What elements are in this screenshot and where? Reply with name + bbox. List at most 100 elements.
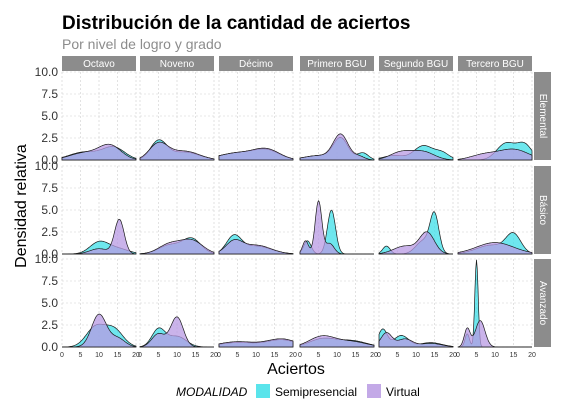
- panel-avanzado-primero-bgu: [299, 258, 375, 348]
- column-strip-label-decimo: Décimo: [239, 59, 273, 70]
- column-strip-tercero-bgu: [458, 56, 532, 71]
- density-area-virtual: [299, 199, 374, 255]
- panel-avanzado-decimo: [218, 258, 294, 348]
- y-tick-label: 5.0: [41, 296, 58, 310]
- column-strip-label-noveno: Noveno: [160, 59, 195, 70]
- x-tick-label: 0: [60, 352, 64, 359]
- y-axis-title: Densidad relativa: [13, 144, 30, 268]
- chart-subtitle: Por nivel de logro y grado: [62, 36, 222, 52]
- density-area-virtual: [218, 338, 294, 348]
- panel-avanzado-segundo-bgu: [378, 258, 454, 348]
- y-tick-label: 7.5: [41, 181, 58, 195]
- y-tick-label: 10.0: [35, 252, 59, 266]
- panel-elemental-octavo: [61, 71, 137, 161]
- density-area-virtual: [218, 239, 294, 255]
- y-tick-label: 10.0: [35, 159, 59, 173]
- y-tick-label: 5.0: [41, 203, 58, 217]
- column-strip-decimo: [219, 56, 293, 71]
- x-tick-label: 10: [491, 352, 499, 359]
- density-area-virtual: [62, 218, 137, 255]
- x-tick-label: 0: [456, 352, 460, 359]
- y-tick-label: 5.0: [41, 109, 58, 123]
- y-tick-label: 2.5: [41, 131, 58, 145]
- panel-basico-primero-bgu: [299, 165, 375, 255]
- x-tick-label: 5: [475, 352, 479, 359]
- y-tick-label: 7.5: [41, 87, 58, 101]
- density-area-virtual: [62, 313, 137, 348]
- x-tick-label: 10: [412, 352, 420, 359]
- x-tick-label: 15: [352, 352, 360, 359]
- row-strip-avanzado: [534, 259, 551, 347]
- panel-elemental-primero-bgu: [299, 71, 375, 161]
- panel-elemental-tercero-bgu: [457, 71, 533, 161]
- x-tick-label: 10: [173, 352, 181, 359]
- panel-avanzado-tercero-bgu: [457, 258, 533, 348]
- density-area-virtual: [299, 133, 375, 161]
- x-tick-label: 20: [289, 352, 297, 359]
- panel-avanzado-noveno: [139, 258, 215, 348]
- column-strip-label-tercero-bgu: Tercero BGU: [466, 59, 524, 70]
- column-strip-primero-bgu: [300, 56, 374, 71]
- panel-avanzado-octavo: [61, 258, 137, 348]
- x-tick-label: 20: [370, 352, 378, 359]
- row-strip-label-avanzado: Avanzado: [537, 281, 548, 326]
- column-strip-label-segundo-bgu: Segundo BGU: [384, 59, 449, 70]
- x-tick-label: 0: [138, 352, 142, 359]
- x-tick-label: 5: [396, 352, 400, 359]
- panel-elemental-decimo: [218, 71, 294, 161]
- density-area-virtual: [218, 147, 294, 161]
- panel-basico-tercero-bgu: [457, 165, 533, 255]
- x-tick-label: 5: [317, 352, 321, 359]
- density-area-virtual: [457, 320, 532, 348]
- x-tick-label: 5: [236, 352, 240, 359]
- x-tick-label: 0: [377, 352, 381, 359]
- panel-grid: Octavo Noveno Décimo Primero BGU Segundo BGU…: [35, 56, 551, 359]
- panel-basico-segundo-bgu: [378, 165, 454, 255]
- y-tick-label: 2.5: [41, 318, 58, 332]
- legend-label-semipresencial: Semipresencial: [275, 385, 357, 399]
- density-area-virtual: [139, 141, 215, 161]
- row-strip-elemental: [534, 72, 551, 160]
- x-tick-label: 5: [79, 352, 83, 359]
- x-tick-label: 20: [449, 352, 457, 359]
- chart-title: Distribución de la cantidad de aciertos: [62, 13, 410, 34]
- x-tick-label: 20: [528, 352, 536, 359]
- x-axis-title: Aciertos: [267, 361, 325, 378]
- x-tick-label: 20: [210, 352, 218, 359]
- column-strip-segundo-bgu: [379, 56, 453, 71]
- x-tick-label: 5: [157, 352, 161, 359]
- row-strip-basico: [534, 166, 551, 254]
- legend-label-virtual: Virtual: [386, 385, 420, 399]
- x-tick-label: 15: [271, 352, 279, 359]
- x-tick-label: 10: [252, 352, 260, 359]
- x-tick-label: 10: [333, 352, 341, 359]
- density-area-virtual: [378, 231, 454, 255]
- legend-title: MODALIDAD: [176, 385, 248, 399]
- x-tick-label: 10: [95, 352, 103, 359]
- column-strip-label-primero-bgu: Primero BGU: [307, 59, 366, 70]
- column-strip-octavo: [62, 56, 136, 71]
- density-area-virtual: [299, 335, 375, 348]
- panel-elemental-segundo-bgu: [378, 71, 454, 161]
- density-area-virtual: [61, 143, 137, 161]
- density-area-virtual: [457, 148, 533, 161]
- y-tick-label: 10.0: [35, 65, 59, 79]
- row-strip-label-basico: Básico: [537, 195, 548, 225]
- x-tick-label: 20: [132, 352, 140, 359]
- column-strip-noveno: [140, 56, 214, 71]
- y-tick-label: 0.0: [41, 340, 58, 354]
- y-tick-label: 0.0: [41, 247, 58, 261]
- legend-key-semipresencial: [256, 384, 270, 398]
- row-strip-label-elemental: Elemental: [537, 94, 548, 138]
- density-area-virtual: [378, 332, 454, 348]
- x-tick-label: 15: [431, 352, 439, 359]
- x-tick-label: 0: [217, 352, 221, 359]
- legend-key-virtual: [367, 384, 381, 398]
- x-tick-label: 15: [510, 352, 518, 359]
- panel-basico-noveno: [139, 165, 215, 255]
- panel-elemental-noveno: [139, 71, 215, 161]
- panel-basico-decimo: [218, 165, 294, 255]
- y-tick-label: 2.5: [41, 225, 58, 239]
- x-tick-label: 15: [114, 352, 122, 359]
